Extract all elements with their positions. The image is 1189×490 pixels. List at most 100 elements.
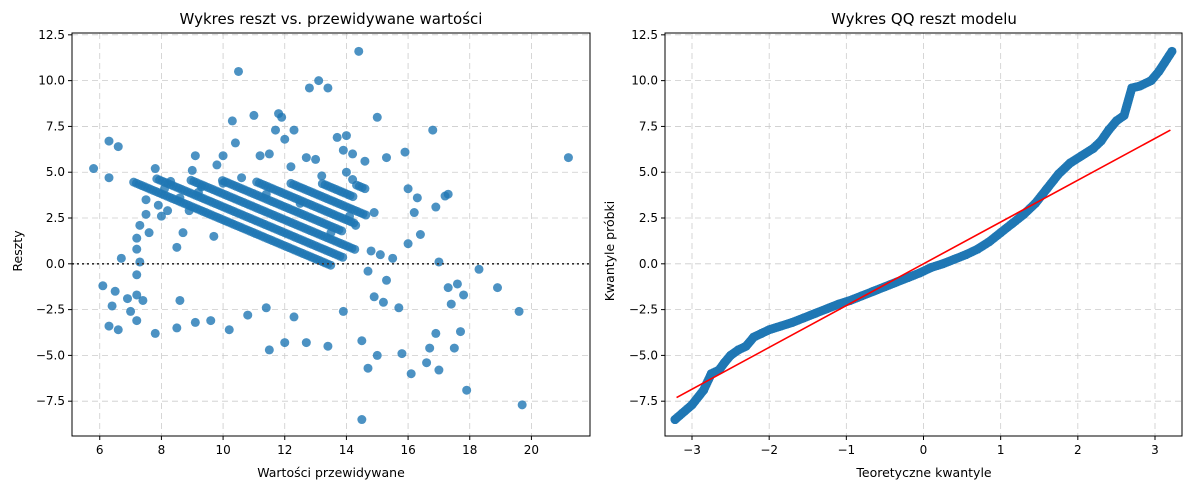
residuals-point (280, 338, 290, 348)
residuals-point (517, 400, 527, 410)
residuals-point (372, 350, 382, 360)
residuals-point (493, 283, 502, 293)
residuals-point (345, 211, 354, 221)
residuals-point (403, 184, 413, 194)
residuals-point (382, 275, 391, 285)
residuals-point (190, 317, 200, 327)
residuals-point (332, 132, 342, 142)
qq-plot-title: Wykres QQ reszt modelu (831, 10, 1017, 28)
residuals-point (388, 253, 398, 263)
qq-point (699, 385, 709, 395)
residuals-point (400, 147, 410, 157)
residuals-point (141, 209, 151, 219)
residuals-point (166, 176, 176, 186)
residuals-point (132, 316, 142, 326)
qq-point (1065, 158, 1075, 168)
residuals-point (360, 156, 370, 166)
qq-point (687, 400, 697, 410)
qq-point (756, 328, 766, 338)
residuals-point (261, 189, 271, 199)
qq-point (1135, 81, 1145, 91)
residuals-point (369, 292, 379, 302)
residuals-point (317, 171, 327, 181)
residuals-point (132, 290, 142, 300)
residuals-point (397, 349, 407, 359)
residuals-point (110, 286, 120, 296)
residuals-point (341, 167, 351, 177)
qq-point (834, 299, 844, 309)
residuals-point (163, 206, 173, 216)
residuals-point (150, 164, 160, 174)
residuals-point (280, 134, 290, 144)
residuals-point (224, 325, 234, 335)
qq-y-tick-label: 5.0 (639, 165, 658, 179)
qq-point (764, 325, 774, 335)
residuals-point (434, 257, 444, 267)
residuals-point (132, 233, 142, 243)
qq-point (1054, 169, 1064, 179)
residuals-point (113, 142, 123, 152)
residuals-point (338, 252, 348, 262)
residuals-point (172, 242, 182, 252)
residuals-y-tick-label: 0.0 (46, 257, 65, 271)
residuals-point (144, 228, 154, 238)
qq-point (915, 268, 925, 278)
residuals-point (456, 327, 465, 337)
residuals-x-label: Wartości przewidywane (257, 465, 405, 480)
residuals-x-tick-label: 20 (524, 443, 539, 457)
residuals-point (301, 338, 311, 348)
qq-point (749, 332, 759, 342)
qq-plot: Wykres QQ reszt modelu Teoretyczne kwant… (602, 10, 1183, 480)
residuals-point (372, 112, 382, 122)
residuals-point (107, 301, 117, 311)
residuals-point (406, 369, 416, 379)
qq-point (799, 313, 809, 323)
qq-reference-line (676, 129, 1171, 399)
residuals-point (295, 198, 305, 208)
qq-point (938, 259, 948, 269)
qq-x-tick-label: 2 (1074, 443, 1082, 457)
qq-point (1146, 76, 1156, 86)
residuals-point (289, 125, 299, 135)
residuals-x-tick-label: 14 (339, 443, 354, 457)
residuals-y-label: Reszty (10, 230, 25, 272)
qq-point (961, 250, 971, 260)
qq-point (787, 317, 797, 327)
qq-point (1042, 184, 1052, 194)
residuals-point (104, 173, 114, 183)
residuals-point (126, 306, 136, 316)
qq-point (706, 369, 716, 379)
residuals-point (360, 184, 370, 194)
residuals-point (234, 66, 243, 76)
residuals-x-tick-label: 8 (158, 443, 166, 457)
residuals-x-tick-label: 10 (215, 443, 230, 457)
qq-x-label: Teoretyczne kwantyle (855, 465, 992, 480)
qq-point (1104, 125, 1114, 135)
residuals-point (474, 264, 484, 274)
residuals-point (156, 211, 166, 221)
residuals-y-tick-label: 5.0 (46, 165, 65, 179)
residuals-point (354, 46, 364, 56)
qq-point (1127, 83, 1137, 93)
residuals-point (89, 164, 99, 174)
residuals-point (348, 175, 358, 185)
residuals-point (243, 310, 253, 320)
residuals-point (178, 228, 188, 238)
residuals-axes-frame (71, 32, 591, 437)
residuals-point (132, 270, 142, 280)
qq-x-tick-label: 3 (1151, 443, 1159, 457)
residuals-point (209, 231, 219, 241)
residuals-point (326, 260, 336, 270)
qq-point (719, 358, 729, 368)
residuals-point (190, 151, 200, 161)
qq-point (726, 350, 736, 360)
residuals-point (434, 365, 444, 375)
residuals-point (369, 208, 379, 218)
qq-point (776, 321, 786, 331)
residuals-point (304, 83, 314, 93)
qq-x-tick-label: 1 (997, 443, 1005, 457)
qq-x-tick-label: −2 (760, 443, 778, 457)
residuals-point (443, 283, 453, 293)
